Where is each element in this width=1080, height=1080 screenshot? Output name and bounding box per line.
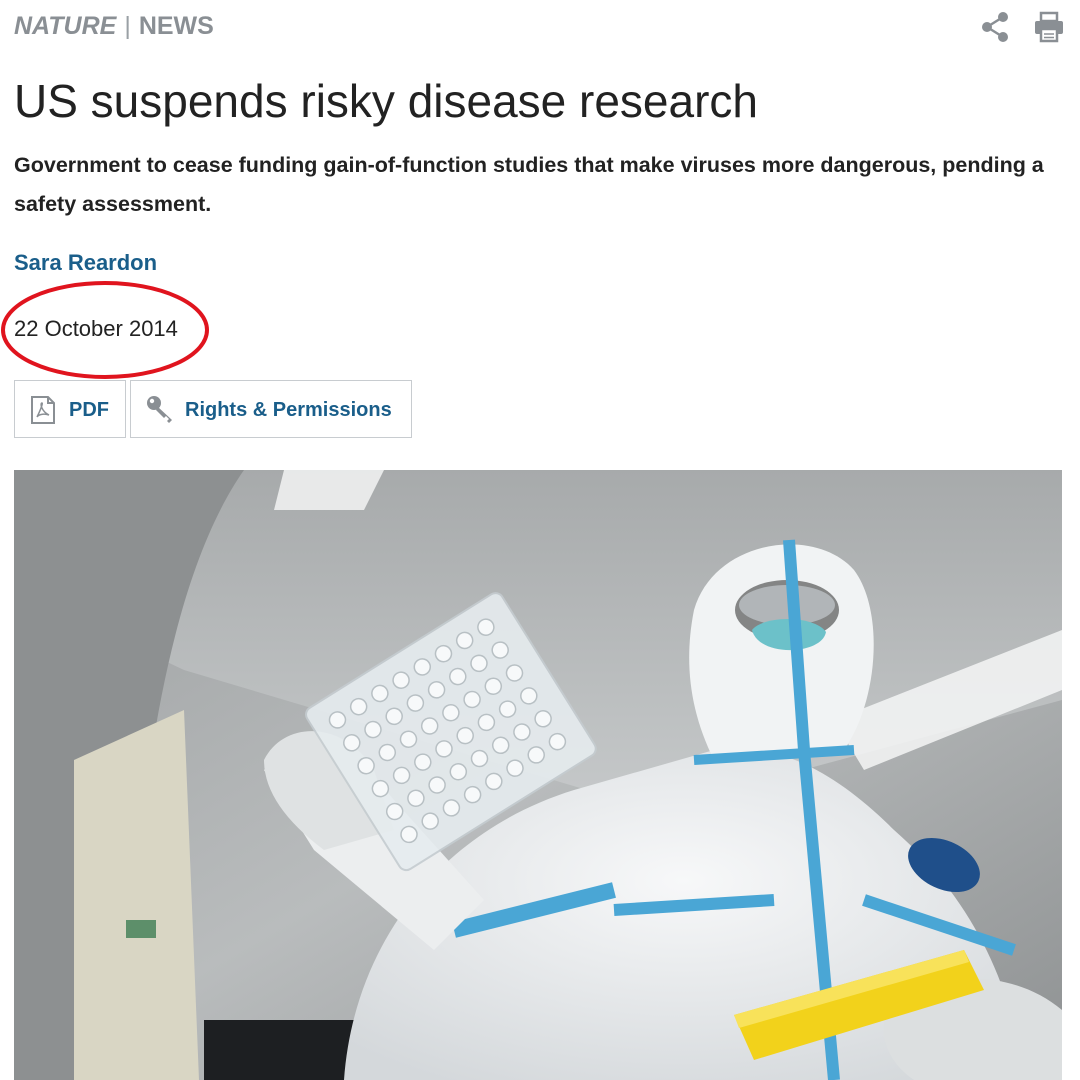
rights-button-label: Rights & Permissions — [185, 399, 392, 421]
author-link[interactable]: Sara Reardon — [14, 250, 158, 275]
share-button[interactable] — [978, 10, 1012, 44]
publication-date: 22 October 2014 — [14, 316, 178, 341]
brand-label[interactable]: NATURE | NEWS — [14, 12, 214, 41]
article-photo — [14, 470, 1062, 1080]
print-icon — [1035, 11, 1063, 43]
share-icon — [982, 12, 1008, 42]
article-standfirst: Government to cease funding gain-of-func… — [14, 153, 1044, 216]
brand-nature[interactable]: NATURE — [14, 12, 117, 40]
pdf-button-label: PDF — [69, 399, 109, 421]
rights-permissions-button[interactable]: Rights & Permissions — [130, 380, 412, 438]
key-icon — [147, 396, 172, 423]
print-button[interactable] — [1032, 10, 1066, 44]
pdf-document-icon — [31, 396, 55, 424]
top-bar: NATURE | NEWS — [14, 10, 1066, 44]
lab-researcher-image — [14, 470, 1062, 1080]
pdf-button[interactable]: PDF — [14, 380, 126, 438]
brand-separator: | — [124, 12, 131, 40]
article-title: US suspends risky disease research — [14, 75, 758, 127]
brand-section-news[interactable]: NEWS — [138, 12, 214, 40]
